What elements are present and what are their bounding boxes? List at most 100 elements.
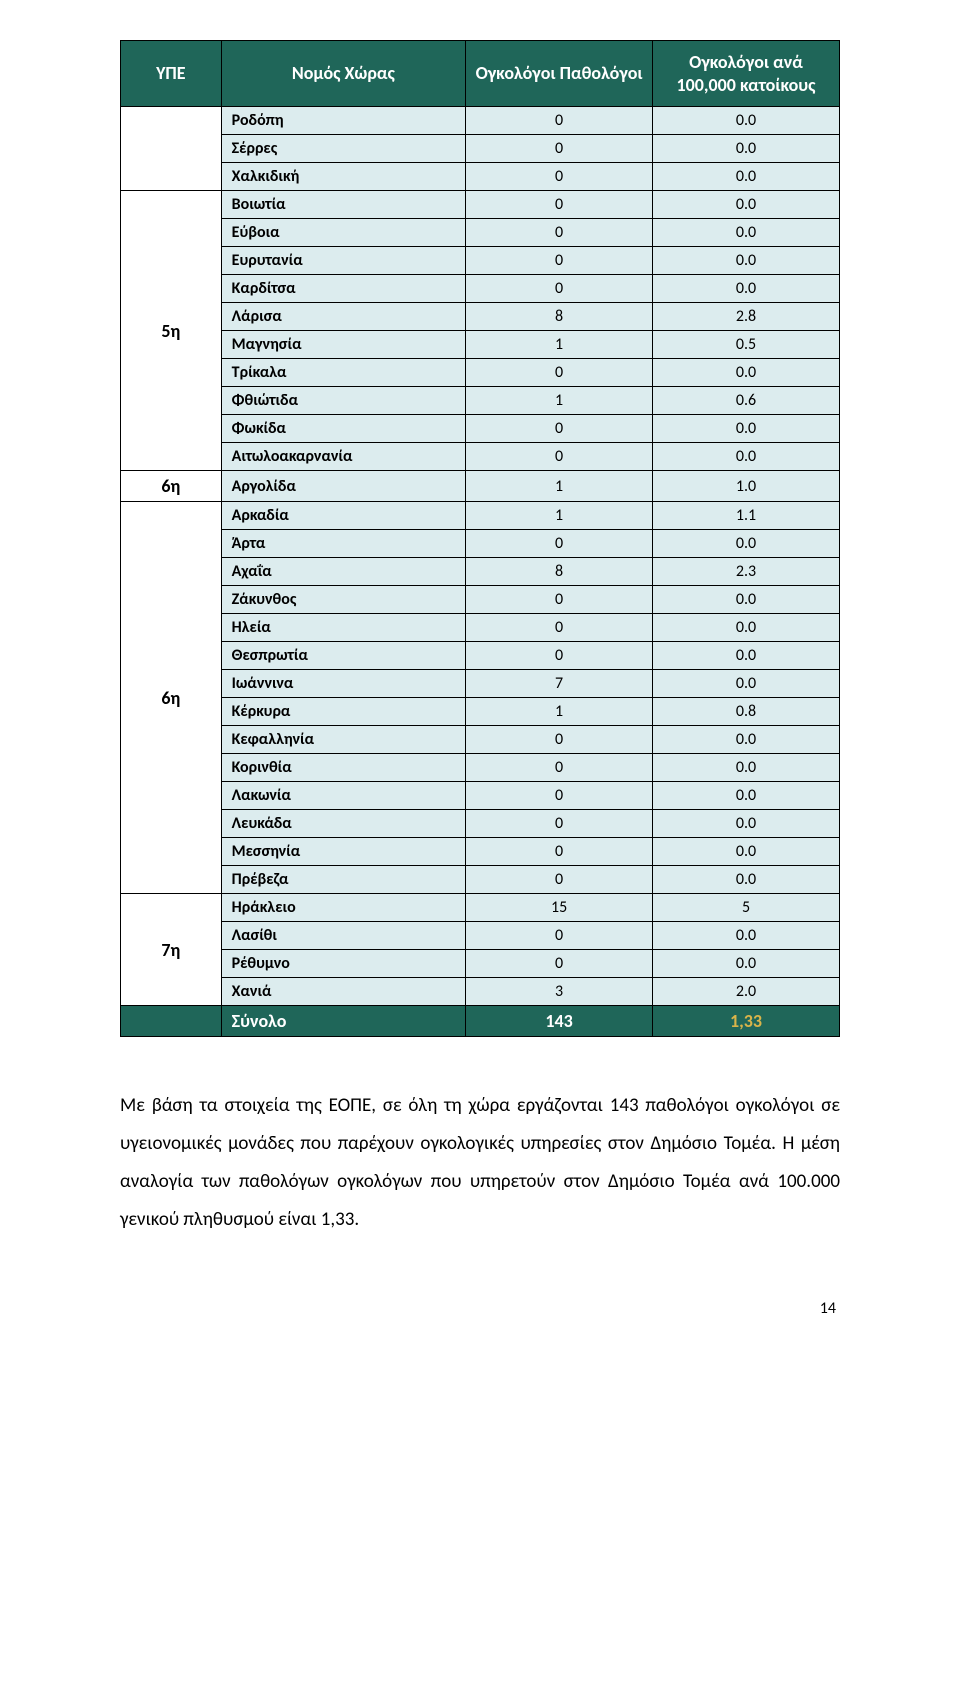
region-cell: Φωκίδα: [221, 415, 465, 443]
header-per100k: Ογκολόγοι ανά 100,000 κατοίκους: [653, 41, 840, 107]
table-row: Φωκίδα00.0: [121, 415, 840, 443]
rate-cell: 0.0: [653, 275, 840, 303]
region-cell: Αιτωλοακαρνανία: [221, 443, 465, 471]
oncologists-cell: 1: [466, 387, 653, 415]
rate-cell: 0.0: [653, 107, 840, 135]
region-cell: Σέρρες: [221, 135, 465, 163]
table-row: Τρίκαλα00.0: [121, 359, 840, 387]
rate-cell: 0.0: [653, 443, 840, 471]
oncologists-cell: 0: [466, 275, 653, 303]
rate-cell: 0.8: [653, 698, 840, 726]
oncologists-cell: 0: [466, 614, 653, 642]
table-row: Μεσσηνία00.0: [121, 838, 840, 866]
rate-cell: 2.0: [653, 978, 840, 1006]
total-row: Σύνολο1431,33: [121, 1006, 840, 1037]
page-number: 14: [120, 1299, 840, 1318]
rate-cell: 0.0: [653, 191, 840, 219]
rate-cell: 0.0: [653, 247, 840, 275]
region-cell: Ηράκλειο: [221, 894, 465, 922]
rate-cell: 0.0: [653, 530, 840, 558]
rate-cell: 2.3: [653, 558, 840, 586]
region-cell: Χανιά: [221, 978, 465, 1006]
rate-cell: 0.0: [653, 415, 840, 443]
table-row: Κορινθία00.0: [121, 754, 840, 782]
region-cell: Κεφαλληνία: [221, 726, 465, 754]
rate-cell: 0.0: [653, 838, 840, 866]
header-oncologists: Ογκολόγοι Παθολόγοι: [466, 41, 653, 107]
region-cell: Μαγνησία: [221, 331, 465, 359]
rate-cell: 1.0: [653, 471, 840, 502]
rate-cell: 0.0: [653, 163, 840, 191]
table-row: Καρδίτσα00.0: [121, 275, 840, 303]
rate-cell: 0.0: [653, 614, 840, 642]
region-cell: Ζάκυνθος: [221, 586, 465, 614]
rate-cell: 5: [653, 894, 840, 922]
oncologists-cell: 0: [466, 443, 653, 471]
region-cell: Κορινθία: [221, 754, 465, 782]
oncologists-cell: 7: [466, 670, 653, 698]
header-ype: ΥΠΕ: [121, 41, 222, 107]
oncologists-cell: 0: [466, 359, 653, 387]
oncologists-cell: 8: [466, 303, 653, 331]
table-row: Ρέθυμνο00.0: [121, 950, 840, 978]
ype-cell: 6η: [121, 471, 222, 502]
rate-cell: 0.0: [653, 922, 840, 950]
table-row: Κέρκυρα10.8: [121, 698, 840, 726]
rate-cell: 0.0: [653, 782, 840, 810]
table-row: Φθιώτιδα10.6: [121, 387, 840, 415]
table-row: Θεσπρωτία00.0: [121, 642, 840, 670]
region-cell: Θεσπρωτία: [221, 642, 465, 670]
table-row: 7ηΗράκλειο155: [121, 894, 840, 922]
total-oncologists: 143: [466, 1006, 653, 1037]
oncologists-cell: 0: [466, 866, 653, 894]
oncologists-cell: 1: [466, 698, 653, 726]
table-row: Χαλκιδική00.0: [121, 163, 840, 191]
region-cell: Λακωνία: [221, 782, 465, 810]
summary-paragraph: Με βάση τα στοιχεία της ΕΟΠΕ, σε όλη τη …: [120, 1087, 840, 1239]
region-cell: Ρέθυμνο: [221, 950, 465, 978]
ype-cell: 6η: [121, 502, 222, 894]
table-row: 6ηΑρκαδία11.1: [121, 502, 840, 530]
total-label: Σύνολο: [221, 1006, 465, 1037]
table-row: Πρέβεζα00.0: [121, 866, 840, 894]
table-row: 5ηΒοιωτία00.0: [121, 191, 840, 219]
region-cell: Ευρυτανία: [221, 247, 465, 275]
region-cell: Αργολίδα: [221, 471, 465, 502]
region-cell: Ροδόπη: [221, 107, 465, 135]
rate-cell: 0.0: [653, 359, 840, 387]
table-row: Άρτα00.0: [121, 530, 840, 558]
oncologists-cell: 0: [466, 782, 653, 810]
rate-cell: 1.1: [653, 502, 840, 530]
region-cell: Πρέβεζα: [221, 866, 465, 894]
region-cell: Εύβοια: [221, 219, 465, 247]
oncologists-cell: 15: [466, 894, 653, 922]
rate-cell: 0.0: [653, 219, 840, 247]
region-cell: Αρκαδία: [221, 502, 465, 530]
rate-cell: 0.0: [653, 670, 840, 698]
table-row: Μαγνησία10.5: [121, 331, 840, 359]
rate-cell: 0.0: [653, 726, 840, 754]
region-cell: Καρδίτσα: [221, 275, 465, 303]
region-cell: Χαλκιδική: [221, 163, 465, 191]
oncologists-cell: 0: [466, 107, 653, 135]
region-cell: Ηλεία: [221, 614, 465, 642]
oncologists-cell: 1: [466, 502, 653, 530]
rate-cell: 0.0: [653, 135, 840, 163]
total-rate: 1,33: [653, 1006, 840, 1037]
region-cell: Λάρισα: [221, 303, 465, 331]
oncologists-cell: 0: [466, 754, 653, 782]
table-row: Λασίθι00.0: [121, 922, 840, 950]
oncologists-cell: 0: [466, 838, 653, 866]
ype-cell: [121, 107, 222, 191]
oncologists-cell: 1: [466, 471, 653, 502]
rate-cell: 0.0: [653, 754, 840, 782]
region-cell: Λασίθι: [221, 922, 465, 950]
rate-cell: 0.0: [653, 586, 840, 614]
table-row: Εύβοια00.0: [121, 219, 840, 247]
region-cell: Άρτα: [221, 530, 465, 558]
region-cell: Μεσσηνία: [221, 838, 465, 866]
table-row: Αχαΐα82.3: [121, 558, 840, 586]
region-cell: Ιωάννινα: [221, 670, 465, 698]
table-row: Λακωνία00.0: [121, 782, 840, 810]
table-row: Ηλεία00.0: [121, 614, 840, 642]
